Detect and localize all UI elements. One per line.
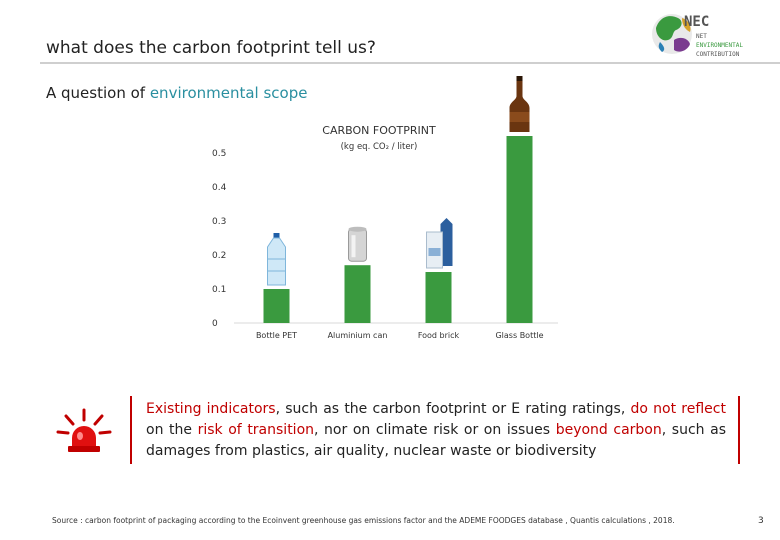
carbon-footprint-chart: CARBON FOOTPRINT (kg eq. CO₂ / liter) 0 0…: [212, 76, 558, 340]
nec-logo: NEC NET ENVIRONMENTAL CONTRIBUTION: [652, 14, 743, 58]
aluminium-can-icon: [348, 226, 367, 262]
x-tick-label: Food brick: [418, 331, 460, 340]
slide-title: what does the carbon footprint tell us?: [46, 38, 376, 58]
callout-text-part: on the: [146, 422, 198, 438]
x-tick-label: Glass Bottle: [495, 331, 543, 340]
source-footnote: Source : carbon footprint of packaging a…: [52, 516, 675, 525]
svg-text:NET: NET: [696, 33, 707, 40]
glass-bottle-icon: [509, 76, 530, 132]
x-tick-label: Bottle PET: [256, 331, 297, 340]
x-tick-label: Aluminium can: [328, 331, 388, 340]
subtitle-highlight: environmental scope: [149, 84, 308, 102]
bar-glass-bottle: [506, 136, 533, 323]
bar-food-brick: [425, 272, 452, 323]
callout-emphasis: do not reflect: [630, 401, 726, 417]
callout-box: Existing indicators, such as the carbon …: [130, 396, 740, 464]
chart-unit-label: (kg eq. CO₂ / liter): [341, 142, 418, 152]
bar-aluminium-can: [344, 265, 371, 323]
title-divider: [40, 62, 780, 64]
callout-text-part: , such as the carbon footprint or E rati…: [275, 401, 631, 417]
page-number: 3: [758, 516, 764, 526]
callout-emphasis: Existing indicators: [146, 401, 276, 417]
callout-emphasis: risk of transition: [197, 422, 315, 438]
y-tick-label: 0.1: [212, 285, 226, 295]
y-tick-label: 0.4: [212, 183, 227, 193]
svg-text:NEC: NEC: [684, 14, 709, 30]
subtitle-prefix: A question of: [46, 84, 150, 102]
alarm-siren-icon: [56, 408, 112, 452]
callout-text-part: , such as damages from plastics, air qua…: [146, 422, 726, 459]
bar-bottle-pet: [263, 289, 290, 323]
water-bottle-icon: [267, 233, 286, 286]
y-tick-label: 0: [212, 319, 218, 329]
slide-subtitle: A question of environmental scope: [46, 84, 307, 102]
callout-text-part: , nor on climate risk or on issues: [314, 422, 556, 438]
callout-emphasis: beyond carbon: [555, 422, 662, 438]
callout-text: Existing indicators, such as the carbon …: [146, 399, 726, 462]
svg-text:CONTRIBUTION: CONTRIBUTION: [696, 51, 740, 58]
y-tick-label: 0.2: [212, 251, 226, 261]
y-tick-label: 0.5: [212, 149, 226, 159]
globe-icon: [652, 14, 692, 54]
chart-title: CARBON FOOTPRINT: [322, 124, 436, 137]
food-brick-icon: [426, 218, 453, 269]
y-tick-label: 0.3: [212, 217, 226, 227]
svg-text:ENVIRONMENTAL: ENVIRONMENTAL: [696, 42, 743, 49]
